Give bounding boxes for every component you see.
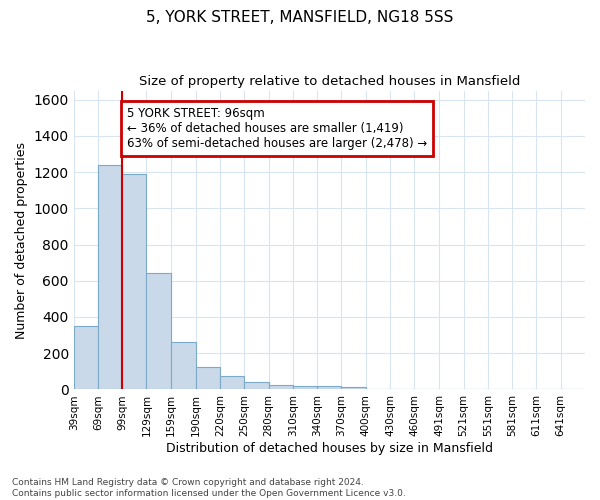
- Text: 5 YORK STREET: 96sqm
← 36% of detached houses are smaller (1,419)
63% of semi-de: 5 YORK STREET: 96sqm ← 36% of detached h…: [127, 107, 427, 150]
- Bar: [341, 386, 366, 390]
- Y-axis label: Number of detached properties: Number of detached properties: [15, 142, 28, 338]
- Bar: [220, 376, 244, 390]
- Bar: [244, 382, 269, 390]
- Bar: [317, 386, 341, 390]
- Bar: [293, 386, 317, 390]
- Text: 5, YORK STREET, MANSFIELD, NG18 5SS: 5, YORK STREET, MANSFIELD, NG18 5SS: [146, 10, 454, 25]
- Bar: [196, 367, 220, 390]
- Bar: [146, 272, 171, 390]
- Title: Size of property relative to detached houses in Mansfield: Size of property relative to detached ho…: [139, 75, 520, 88]
- Bar: [171, 342, 196, 390]
- Bar: [74, 326, 98, 390]
- Bar: [269, 385, 293, 390]
- Bar: [98, 165, 122, 390]
- Text: Contains HM Land Registry data © Crown copyright and database right 2024.
Contai: Contains HM Land Registry data © Crown c…: [12, 478, 406, 498]
- X-axis label: Distribution of detached houses by size in Mansfield: Distribution of detached houses by size …: [166, 442, 493, 455]
- Bar: [122, 174, 146, 390]
